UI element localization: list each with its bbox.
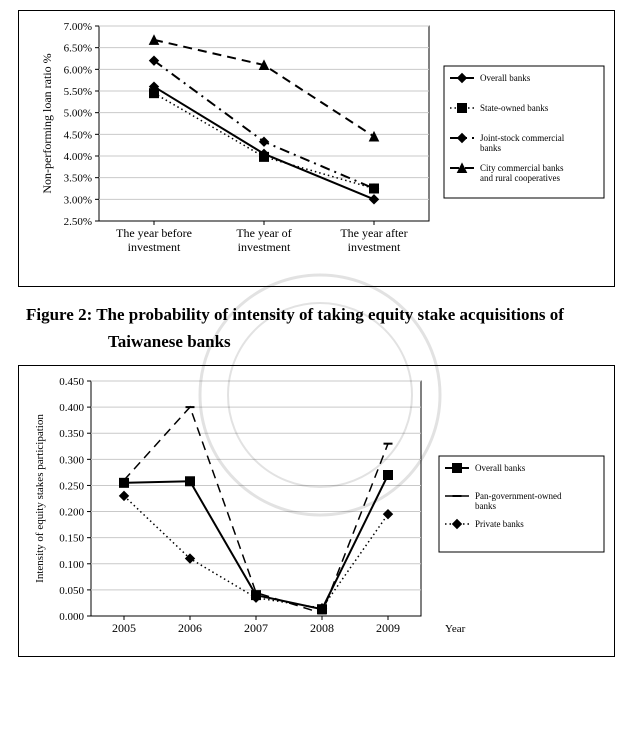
chart2-svg: 0.000 0.050 0.100 0.150 0.200 0.250 0.300 0.350… [19,366,614,656]
svg-text:The year of: The year of [236,226,291,240]
svg-text:0.400: 0.400 [59,402,84,414]
chart1-panel: 2.50% 3.00% 3.50% 4.00% 4.50% 5.00% 5.50% 6.00%… [18,10,615,287]
legend-label: City commercial banks [480,163,564,173]
legend-label: banks [475,501,496,511]
svg-text:5.00%: 5.00% [64,108,92,120]
svg-text:investment: investment [348,240,401,254]
svg-text:0.350: 0.350 [59,429,84,441]
svg-text:2007: 2007 [244,621,268,635]
svg-text:4.50%: 4.50% [64,129,92,141]
legend-label: Pan-government-owned [475,491,562,501]
legend-label: State-owned banks [480,103,549,113]
figure-caption: Figure 2: The probability of intensity o… [26,301,607,355]
svg-text:6.50%: 6.50% [64,43,92,55]
svg-text:0.100: 0.100 [59,559,84,571]
legend-label: banks [480,143,501,153]
caption-line1: The probability of intensity of taking e… [96,305,564,324]
legend-label: and rural cooperatives [480,173,560,183]
chart2-panel: 0.000 0.050 0.100 0.150 0.200 0.250 0.300 0.350… [18,365,615,657]
svg-text:0.450: 0.450 [59,376,84,388]
legend-label: Overall banks [475,463,526,473]
svg-text:3.50%: 3.50% [64,173,92,185]
svg-text:0.200: 0.200 [59,507,84,519]
svg-text:investment: investment [128,240,181,254]
svg-text:4.00%: 4.00% [64,151,92,163]
svg-text:0.250: 0.250 [59,481,84,493]
svg-text:0.050: 0.050 [59,585,84,597]
chart1-svg: 2.50% 3.00% 3.50% 4.00% 4.50% 5.00% 5.50% 6.00%… [19,11,614,286]
svg-text:0.000: 0.000 [59,611,84,623]
svg-text:Intensity of equity stakes par: Intensity of equity stakes participation [34,414,46,583]
svg-text:0.150: 0.150 [59,533,84,545]
svg-text:5.50%: 5.50% [64,86,92,98]
svg-text:2008: 2008 [310,621,334,635]
svg-text:Year: Year [445,623,466,635]
svg-text:6.00%: 6.00% [64,64,92,76]
legend-label: Private banks [475,519,524,529]
legend-label: Joint-stock commercial [480,133,565,143]
svg-text:2005: 2005 [112,621,136,635]
svg-text:The year before: The year before [116,226,192,240]
legend-label: Overall banks [480,73,531,83]
caption-prefix: Figure 2: [26,305,92,324]
svg-text:2009: 2009 [376,621,400,635]
svg-text:7.00%: 7.00% [64,21,92,33]
caption-line2: Taiwanese banks [26,328,607,355]
svg-text:2006: 2006 [178,621,202,635]
svg-text:investment: investment [238,240,291,254]
svg-text:The year after: The year after [340,226,407,240]
svg-text:0.300: 0.300 [59,455,84,467]
svg-text:3.00%: 3.00% [64,194,92,206]
svg-text:Non-performing loan ratio %: Non-performing loan ratio % [40,53,54,193]
svg-text:2.50%: 2.50% [64,216,92,228]
